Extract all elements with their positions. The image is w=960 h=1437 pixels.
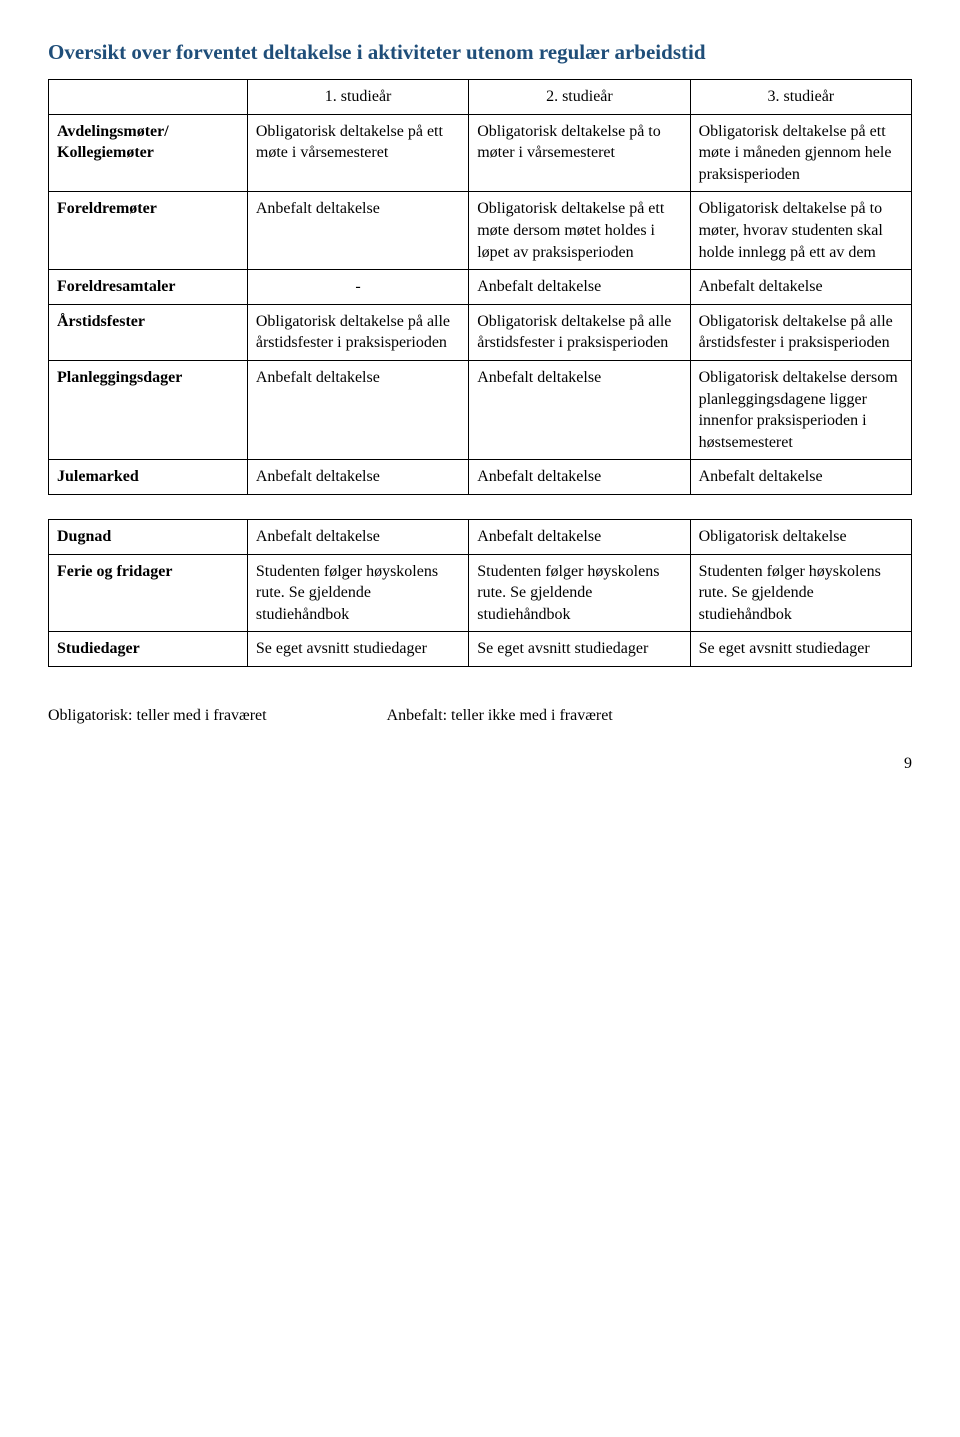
cell: - [247, 270, 468, 305]
cell: Obligatorisk deltakelse på ett møte i må… [690, 114, 911, 192]
cell: Obligatorisk deltakelse på to møter, hvo… [690, 192, 911, 270]
cell: Anbefalt deltakelse [469, 360, 690, 459]
cell: Anbefalt deltakelse [690, 460, 911, 495]
table-row: Dugnad Anbefalt deltakelse Anbefalt delt… [49, 519, 912, 554]
cell: Anbefalt deltakelse [247, 519, 468, 554]
cell: Anbefalt deltakelse [247, 360, 468, 459]
cell: Anbefalt deltakelse [469, 519, 690, 554]
cell: Se eget avsnitt studiedager [690, 632, 911, 667]
row-label: Foreldremøter [49, 192, 248, 270]
table-row: Ferie og fridager Studenten følger høysk… [49, 554, 912, 632]
cell: Obligatorisk deltakelse på alle årstidsf… [247, 304, 468, 360]
table-row: Avdelingsmøter/ Kollegiemøter Obligatori… [49, 114, 912, 192]
header-blank [49, 80, 248, 115]
cell: Obligatorisk deltakelse dersom planleggi… [690, 360, 911, 459]
cell: Se eget avsnitt studiedager [247, 632, 468, 667]
page-number: 9 [48, 755, 912, 773]
page-title: Oversikt over forventet deltakelse i akt… [48, 40, 912, 65]
row-label: Studiedager [49, 632, 248, 667]
legend-recommended: Anbefalt: teller ikke med i fraværet [387, 707, 613, 725]
cell: Obligatorisk deltakelse på ett møte i vå… [247, 114, 468, 192]
table-header-row: 1. studieår 2. studieår 3. studieår [49, 80, 912, 115]
cell: Anbefalt deltakelse [469, 270, 690, 305]
row-label: Ferie og fridager [49, 554, 248, 632]
table-row: Foreldremøter Anbefalt deltakelse Obliga… [49, 192, 912, 270]
cell: Studenten følger høyskolens rute. Se gje… [247, 554, 468, 632]
cell: Anbefalt deltakelse [247, 192, 468, 270]
table-row: Årstidsfester Obligatorisk deltakelse på… [49, 304, 912, 360]
cell: Studenten følger høyskolens rute. Se gje… [469, 554, 690, 632]
header-year3: 3. studieår [690, 80, 911, 115]
cell: Anbefalt deltakelse [247, 460, 468, 495]
cell: Obligatorisk deltakelse på alle årstidsf… [690, 304, 911, 360]
table-row: Studiedager Se eget avsnitt studiedager … [49, 632, 912, 667]
cell: Anbefalt deltakelse [690, 270, 911, 305]
table-row: Planleggingsdager Anbefalt deltakelse An… [49, 360, 912, 459]
cell: Obligatorisk deltakelse på to møter i vå… [469, 114, 690, 192]
legend: Obligatorisk: teller med i fraværet Anbe… [48, 707, 912, 725]
row-label: Avdelingsmøter/ Kollegiemøter [49, 114, 248, 192]
overview-table-2: Dugnad Anbefalt deltakelse Anbefalt delt… [48, 519, 912, 667]
table-row: Julemarked Anbefalt deltakelse Anbefalt … [49, 460, 912, 495]
row-label: Foreldresamtaler [49, 270, 248, 305]
row-label: Planleggingsdager [49, 360, 248, 459]
cell: Obligatorisk deltakelse på ett møte ders… [469, 192, 690, 270]
legend-obligatory: Obligatorisk: teller med i fraværet [48, 707, 267, 725]
cell: Obligatorisk deltakelse [690, 519, 911, 554]
cell: Anbefalt deltakelse [469, 460, 690, 495]
cell: Studenten følger høyskolens rute. Se gje… [690, 554, 911, 632]
row-label: Årstidsfester [49, 304, 248, 360]
row-label: Dugnad [49, 519, 248, 554]
header-year2: 2. studieår [469, 80, 690, 115]
header-year1: 1. studieår [247, 80, 468, 115]
overview-table-1: 1. studieår 2. studieår 3. studieår Avde… [48, 79, 912, 495]
cell: Obligatorisk deltakelse på alle årstidsf… [469, 304, 690, 360]
table-row: Foreldresamtaler - Anbefalt deltakelse A… [49, 270, 912, 305]
cell: Se eget avsnitt studiedager [469, 632, 690, 667]
row-label: Julemarked [49, 460, 248, 495]
